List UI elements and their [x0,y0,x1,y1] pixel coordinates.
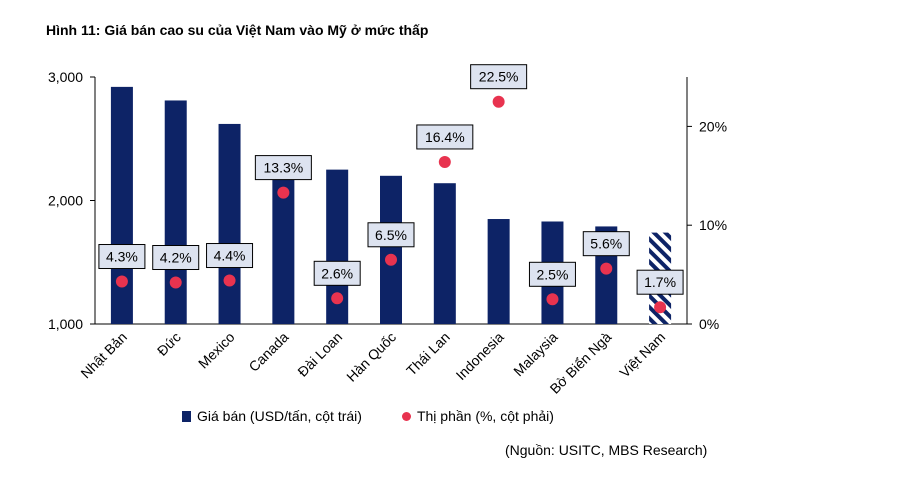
share-label-box [152,245,200,271]
share-dot [223,274,236,287]
price-bar [218,123,241,325]
x-tick-label: Mexico [195,329,238,372]
share-dot [331,292,344,305]
share-data-label: 1.7% [644,274,676,290]
share-data-label: 6.5% [375,227,407,243]
share-label-box [582,231,630,257]
share-dot [385,253,397,266]
bars [110,86,672,325]
share-data-label: 2.5% [536,266,568,282]
share-label-box [313,260,361,286]
x-tick-label: Thái Lan [403,329,453,379]
left-tick-label: 1,000 [48,316,83,332]
legend: Giá bán (USD/tấn, cột trái) Thị phần (%,… [182,408,594,424]
share-data-label: 13.3% [264,160,304,176]
right-tick-label: 20% [699,118,727,134]
price-bar [433,183,456,324]
share-label-box [636,269,684,295]
share-label-box [367,222,415,248]
price-bar [272,179,295,324]
right-tick-label: 10% [699,217,727,233]
share-data-label: 2.6% [321,265,353,281]
share-label-box [470,64,528,90]
share-dot [169,276,182,289]
share-dot [115,275,128,288]
right-tick-label: 0% [699,316,719,332]
share-label-box [416,124,474,150]
left-tick-label: 2,000 [48,193,83,209]
data-labels: 4.3% 4.2% 4.4% 13.3% 2.6% 6.5% 16.4% 22.5% 2.5% 5… [98,64,684,295]
share-data-label: 5.6% [590,236,622,252]
chart-title: Hình 11: Giá bán cao su của Việt Nam vào… [46,22,429,38]
x-tick-label: Malaysia [510,329,561,380]
share-label-box [206,243,254,269]
legend-item-price: Giá bán (USD/tấn, cột trái) [182,408,362,424]
x-tick-label: Nhật Bản [77,329,130,382]
x-tick-label: Indonesia [453,329,507,383]
market-share-dots [115,95,667,314]
x-tick-label: Hàn Quốc [343,329,399,385]
share-dot [654,301,667,314]
legend-share-label: Thị phần (%, cột phải) [416,408,554,424]
share-data-label: 4.4% [214,248,246,264]
legend-bar-swatch [182,410,191,422]
x-tick-label: Canada [245,329,291,375]
legend-dot-swatch [401,411,411,421]
legend-item-share: Thị phần (%, cột phải) [401,408,554,424]
price-bar [110,86,133,324]
x-tick-label: Việt Nam [616,329,668,381]
share-data-label: 22.5% [479,69,519,85]
share-data-label: 4.3% [106,249,138,265]
source-note: (Nguồn: USITC, MBS Research) [505,442,708,458]
price-bar [487,219,510,324]
share-dot [492,95,505,108]
share-data-label: 4.2% [160,250,192,266]
share-dot [600,262,613,275]
share-data-label: 16.4% [425,129,465,145]
share-dot [546,293,559,306]
x-tick-label: Đức [154,329,184,359]
share-dot [438,155,451,168]
share-label-box [254,155,312,181]
legend-price-label: Giá bán (USD/tấn, cột trái) [197,408,362,424]
share-label-box [98,244,146,270]
share-label-box [528,261,576,287]
price-bar [164,100,187,324]
left-tick-label: 3,000 [48,69,83,85]
price-bar [380,175,402,324]
share-dot [277,186,290,199]
x-tick-label: Đài Loan [294,329,345,380]
